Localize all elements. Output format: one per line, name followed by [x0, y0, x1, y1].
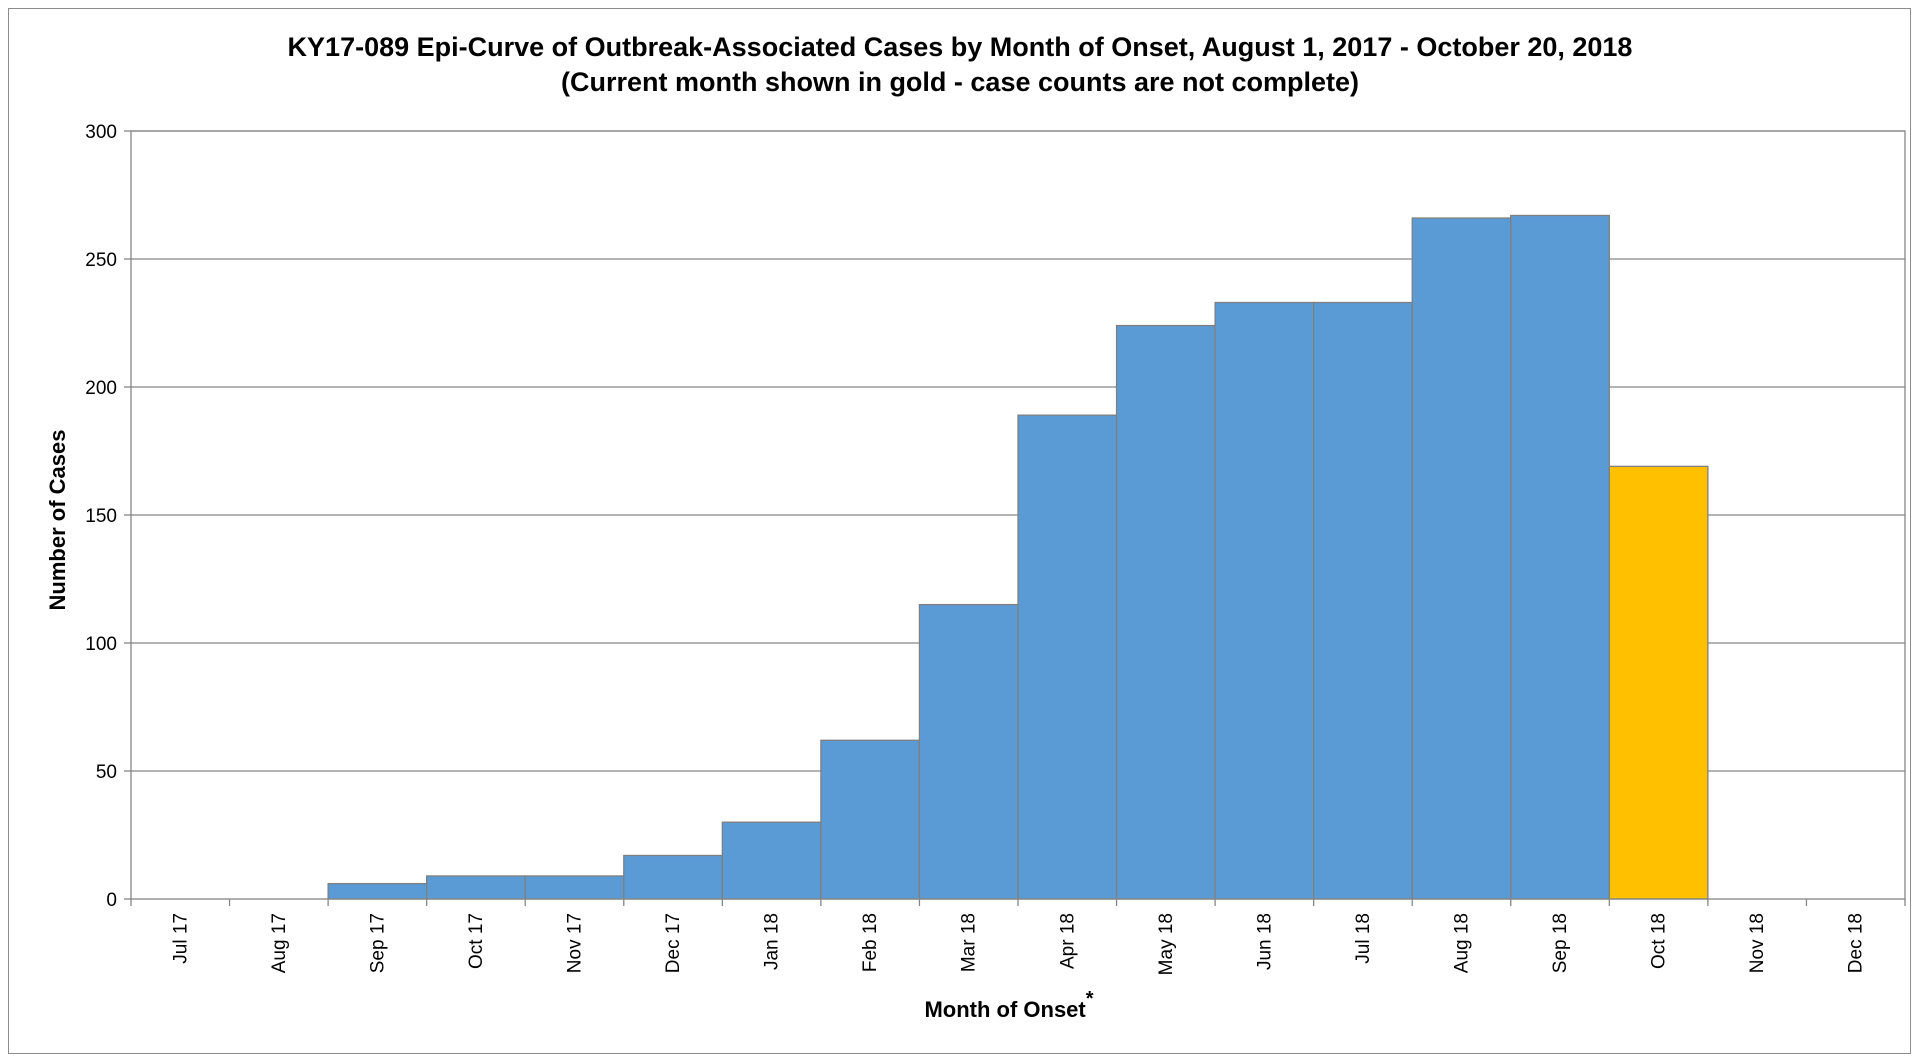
- y-tick-label: 50: [96, 762, 117, 783]
- x-tick-label: Jul 18: [1353, 913, 1374, 964]
- bar-feb-18: [820, 739, 921, 900]
- x-tick-label: Oct 17: [466, 913, 487, 969]
- bar-oct-18: [1608, 465, 1709, 900]
- bar-jul-18: [1313, 301, 1413, 900]
- axes: [124, 130, 1906, 906]
- x-axis-title: Month of Onset*: [924, 988, 1093, 1022]
- x-tick-label: Sep 18: [1550, 913, 1571, 973]
- x-tick-label: Mar 18: [959, 913, 980, 972]
- bar-sep-18: [1510, 214, 1610, 900]
- bar-nov-17: [524, 875, 625, 900]
- x-tick-label: Jul 17: [170, 913, 191, 964]
- y-tick-label: 300: [85, 122, 117, 143]
- x-axis-title-text: Month of Onset: [924, 997, 1086, 1022]
- x-tick-label: May 18: [1156, 913, 1177, 975]
- y-tick-label: 200: [85, 378, 117, 399]
- x-tick-label: Nov 18: [1747, 913, 1768, 973]
- y-tick-label: 0: [106, 890, 117, 911]
- x-tick-label: Aug 17: [269, 913, 290, 973]
- bar-sep-17: [327, 882, 428, 900]
- x-tick-label: Apr 18: [1057, 913, 1078, 969]
- chart-subtitle: (Current month shown in gold - case coun…: [561, 67, 1359, 97]
- bar-may-18: [1115, 324, 1216, 900]
- chart-frame: KY17-089 Epi-Curve of Outbreak-Associate…: [8, 8, 1911, 1054]
- x-tick-label: Jan 18: [762, 913, 783, 970]
- x-tick-label: Jun 18: [1254, 913, 1275, 970]
- x-tick-label: Nov 17: [565, 913, 586, 973]
- bar-jan-18: [721, 821, 822, 900]
- bar-oct-17: [426, 875, 526, 900]
- y-axis-title: Number of Cases: [45, 430, 70, 611]
- x-tick-label: Feb 18: [860, 913, 881, 972]
- bar-aug-18: [1411, 217, 1512, 900]
- y-tick-label: 250: [85, 250, 117, 271]
- bar-mar-18: [918, 603, 1019, 900]
- x-tick-label: Oct 18: [1649, 913, 1670, 969]
- x-tick-label: Sep 17: [367, 913, 388, 973]
- x-tick-label: Dec 17: [663, 913, 684, 973]
- y-tick-labels: 0 50 100 150 200 250 300: [85, 122, 117, 911]
- x-tick-label: Dec 18: [1846, 913, 1867, 973]
- y-tick-label: 100: [85, 634, 117, 655]
- bar-apr-18: [1017, 414, 1118, 900]
- chart: KY17-089 Epi-Curve of Outbreak-Associate…: [45, 32, 1906, 1022]
- bars: [327, 214, 1709, 900]
- x-axis-footnote-marker: *: [1086, 988, 1094, 1010]
- x-tick-label: Aug 18: [1452, 913, 1473, 973]
- chart-title: KY17-089 Epi-Curve of Outbreak-Associate…: [288, 32, 1633, 62]
- x-tick-labels: Jul 17 Aug 17 Sep 17 Oct 17 Nov 17 Dec 17 Jan …: [170, 913, 1866, 975]
- bar-jun-18: [1214, 301, 1315, 900]
- bar-dec-17: [623, 854, 723, 900]
- y-tick-label: 150: [85, 506, 117, 527]
